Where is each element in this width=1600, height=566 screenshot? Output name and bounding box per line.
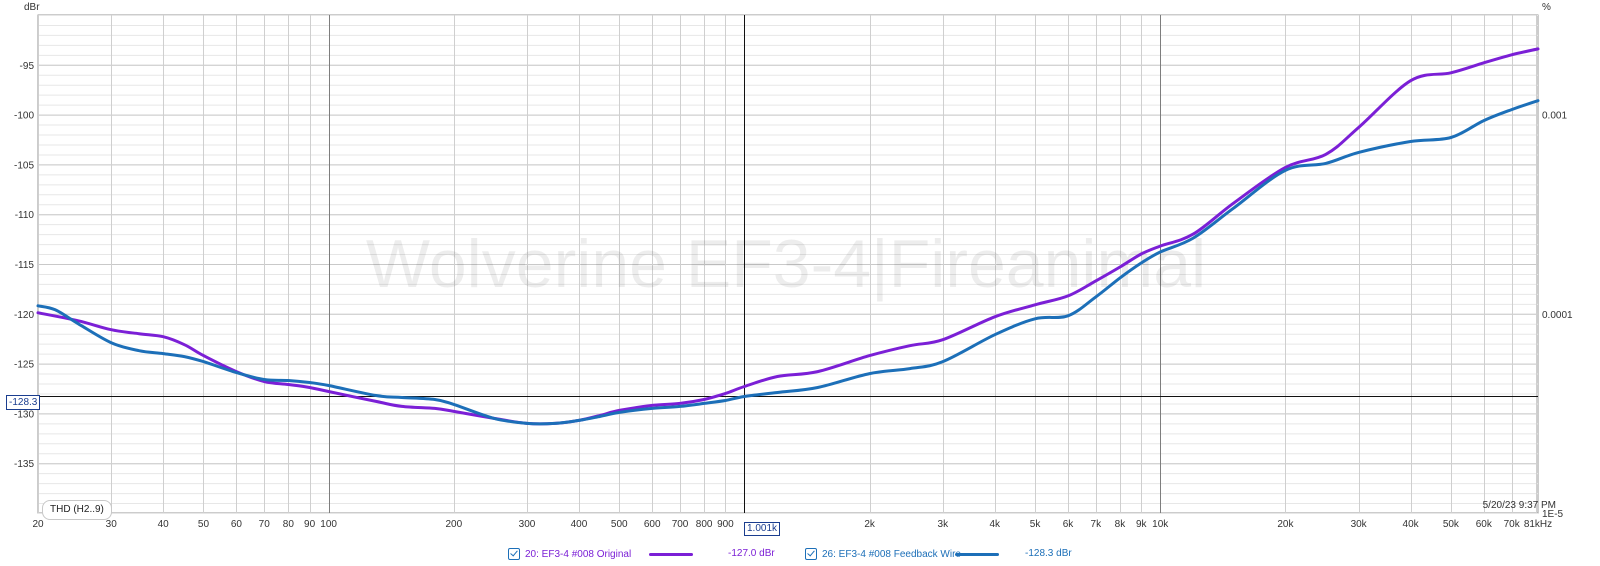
x-tick-label: 4k xyxy=(989,519,1001,530)
y-tick-label: -110 xyxy=(15,210,35,221)
y-tick-label: -120 xyxy=(14,310,34,321)
x-tick-label: 400 xyxy=(571,519,588,530)
x-tick-label: 70 xyxy=(259,519,271,530)
x-tick-label: 300 xyxy=(519,519,536,530)
x-tick-label: 80 xyxy=(283,519,295,530)
x-tick-label: 700 xyxy=(672,519,689,530)
y-tick-label: -130 xyxy=(14,409,34,420)
right-tick-label: 0.001 xyxy=(1542,111,1567,122)
legend-series-value: -127.0 dBr xyxy=(728,548,775,559)
x-tick-label: 900 xyxy=(717,519,734,530)
cursor-lines xyxy=(38,15,1538,513)
y-tick-label: -95 xyxy=(20,61,35,72)
x-tick-label: 100 xyxy=(320,519,337,530)
thd-selector-button[interactable]: THD (H2..9) xyxy=(42,500,112,520)
legend-series-value: -128.3 dBr xyxy=(1025,548,1072,559)
x-tick-label: 800 xyxy=(696,519,713,530)
x-tick-label: 40k xyxy=(1403,519,1420,530)
legend-swatch-original xyxy=(649,553,693,556)
x-tick-label: 60 xyxy=(231,519,243,530)
y-axis-unit: dBr xyxy=(24,2,40,13)
watermark: Wolverine EF3-4|Fireanimal xyxy=(366,226,1206,302)
legend-item-feedback-wire[interactable]: 26: EF3-4 #008 Feedback Wire xyxy=(805,548,961,560)
series-checkbox[interactable] xyxy=(508,548,520,560)
y-tick-label: -105 xyxy=(14,160,34,171)
x-tick-label: 70k xyxy=(1504,519,1521,530)
x-tick-label: 5k xyxy=(1030,519,1042,530)
x-tick-label: 40 xyxy=(158,519,170,530)
x-tick-label: 7k xyxy=(1091,519,1103,530)
x-tick-label: 3k xyxy=(938,519,950,530)
x-tick-label: 9k xyxy=(1136,519,1148,530)
legend-swatch-feedback-wire xyxy=(955,553,999,556)
legend-item-original[interactable]: 20: EF3-4 #008 Original xyxy=(508,548,631,560)
x-tick-label: 81kHz xyxy=(1524,519,1552,530)
legend-series-name: 20: EF3-4 #008 Original xyxy=(525,548,632,560)
right-tick-label: 0.0001 xyxy=(1542,310,1573,321)
x-tick-label: 2k xyxy=(864,519,876,530)
x-tick-label: 10k xyxy=(1152,519,1169,530)
x-tick-label: 50k xyxy=(1443,519,1460,530)
x-tick-label: 500 xyxy=(611,519,628,530)
x-tick-label: 60k xyxy=(1476,519,1493,530)
series-line-1 xyxy=(36,99,1540,426)
cursor-frequency-readout[interactable]: 1.001k xyxy=(744,522,781,536)
series-line-0 xyxy=(36,47,1540,426)
y-tick-label: -125 xyxy=(14,360,34,371)
x-tick-label: 6k xyxy=(1063,519,1075,530)
series-lines xyxy=(36,47,1540,426)
right-tick-label: 1E-5 xyxy=(1542,509,1564,520)
x-tick-label: 20k xyxy=(1277,519,1294,530)
timestamp-label: 5/20/23 9:37 PM xyxy=(1482,500,1556,511)
legend-series-name: 26: EF3-4 #008 Feedback Wire xyxy=(822,548,961,560)
right-axis-unit: % xyxy=(1542,2,1551,13)
y-tick-label: -135 xyxy=(14,459,34,470)
cursor-level-readout[interactable]: -128.3 xyxy=(6,395,41,410)
x-tick-label: 20 xyxy=(32,519,44,530)
x-tick-label: 30 xyxy=(106,519,118,530)
x-tick-label: 30k xyxy=(1351,519,1368,530)
x-tick-label: 90 xyxy=(304,519,316,530)
y-tick-label: -115 xyxy=(15,260,35,271)
axis-labels: -95 -100 -105 -110 -115 -120 -125 -130 -135 dBr % 0… xyxy=(14,2,1573,530)
x-tick-label: 8k xyxy=(1115,519,1127,530)
x-tick-label: 50 xyxy=(198,519,210,530)
y-tick-label: -100 xyxy=(14,111,34,122)
x-tick-label: 200 xyxy=(445,519,462,530)
legend: 20: EF3-4 #008 Original -127.0 dBr 26: E… xyxy=(0,546,1600,564)
series-checkbox[interactable] xyxy=(805,548,817,560)
x-tick-label: 600 xyxy=(644,519,661,530)
